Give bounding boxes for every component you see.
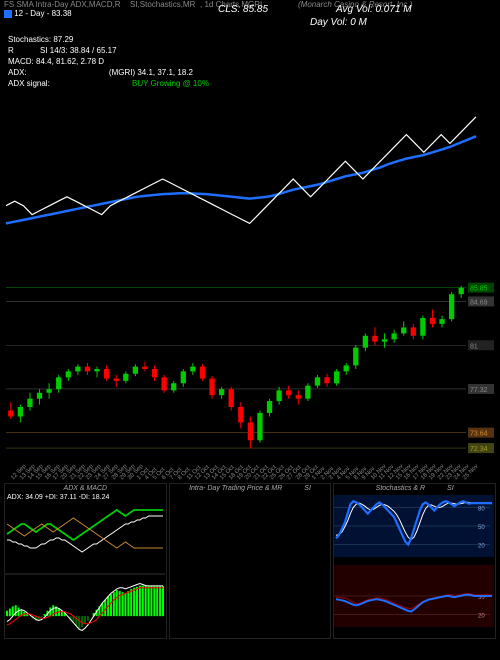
svg-text:77.32: 77.32 bbox=[470, 387, 488, 394]
hdr-left1: FS SMA Intra-Day ADX,MACD,R bbox=[4, 0, 120, 9]
info-adxsig-b: BUY Growing @ 10% bbox=[132, 79, 209, 88]
header-row: FS SMA Intra-Day ADX,MACD,R SI,Stochasti… bbox=[0, 0, 500, 20]
info-stochastics: Stochastics: 87.29 bbox=[8, 34, 492, 45]
cls-label: CLS: 85.85 bbox=[218, 4, 268, 15]
sma-color-badge bbox=[4, 10, 12, 18]
panel-stoch-rsi: Stochastics & R SI 2050802050 bbox=[333, 483, 496, 639]
svg-text:81: 81 bbox=[470, 343, 478, 350]
info-adx-a: ADX: bbox=[8, 68, 27, 77]
indicator-info-block: Stochastics: 87.29 R SI 14/3: 38.84 / 65… bbox=[0, 34, 500, 89]
upper-price-chart bbox=[0, 89, 500, 269]
panel2-title2: SI bbox=[304, 485, 311, 492]
svg-text:20: 20 bbox=[478, 544, 485, 550]
panel3-title: Stochastics & R bbox=[376, 485, 425, 492]
hdr-left2: SI,Stochastics,MR bbox=[130, 0, 195, 9]
panel1-title: ADX & MACD bbox=[5, 484, 166, 493]
info-rsi-a: R bbox=[8, 46, 14, 55]
sma-label: 12 - Day - 83.38 bbox=[14, 9, 71, 18]
svg-text:50: 50 bbox=[478, 525, 485, 531]
dayvol-label: Day Vol: 0 M bbox=[310, 17, 367, 28]
panel-intraday: Intra- Day Trading Price & MR SI bbox=[169, 483, 332, 639]
panel3-title2: SI bbox=[447, 485, 454, 492]
avgvol-label: Avg Vol: 0.071 M bbox=[336, 4, 412, 15]
info-adx-b: (MGRI) 34.1, 37.1, 18.2 bbox=[109, 68, 193, 77]
info-adxsig-a: ADX signal: bbox=[8, 79, 50, 88]
chart-container: FS SMA Intra-Day ADX,MACD,R SI,Stochasti… bbox=[0, 0, 500, 660]
svg-text:85.85: 85.85 bbox=[470, 286, 488, 293]
svg-text:84.69: 84.69 bbox=[470, 299, 488, 306]
upper-svg bbox=[0, 89, 500, 269]
svg-text:80: 80 bbox=[478, 506, 485, 512]
panel-adx-macd: ADX & MACD ADX: 34.09 +DI: 37.11 -DI: 18… bbox=[4, 483, 167, 639]
x-axis: 12 Sep13 Sep14 Sep15 Sep16 Sep17 Sep20 S… bbox=[0, 469, 500, 481]
candlestick-chart: 85.85 84.69 81 77.32 73.64 72.34 bbox=[0, 269, 500, 469]
svg-text:72.34: 72.34 bbox=[470, 446, 488, 453]
info-rsi-b: SI 14/3: 38.84 / 65.17 bbox=[40, 46, 117, 55]
sub-panels-row: ADX & MACD ADX: 34.09 +DI: 37.11 -DI: 18… bbox=[0, 481, 500, 641]
panel2-title: Intra- Day Trading Price & MR bbox=[189, 485, 282, 492]
svg-text:20: 20 bbox=[478, 614, 485, 620]
panel1-sub: ADX: 34.09 +DI: 37.11 -DI: 18.24 bbox=[7, 494, 109, 501]
panel3-svg: 2050802050 bbox=[334, 493, 494, 638]
svg-text:73.64: 73.64 bbox=[470, 431, 488, 438]
panel1-svg bbox=[5, 502, 165, 639]
info-macd: MACD: 84.4, 81.62, 2.78 D bbox=[8, 56, 492, 67]
candle-svg: 85.85 84.69 81 77.32 73.64 72.34 bbox=[0, 269, 500, 469]
